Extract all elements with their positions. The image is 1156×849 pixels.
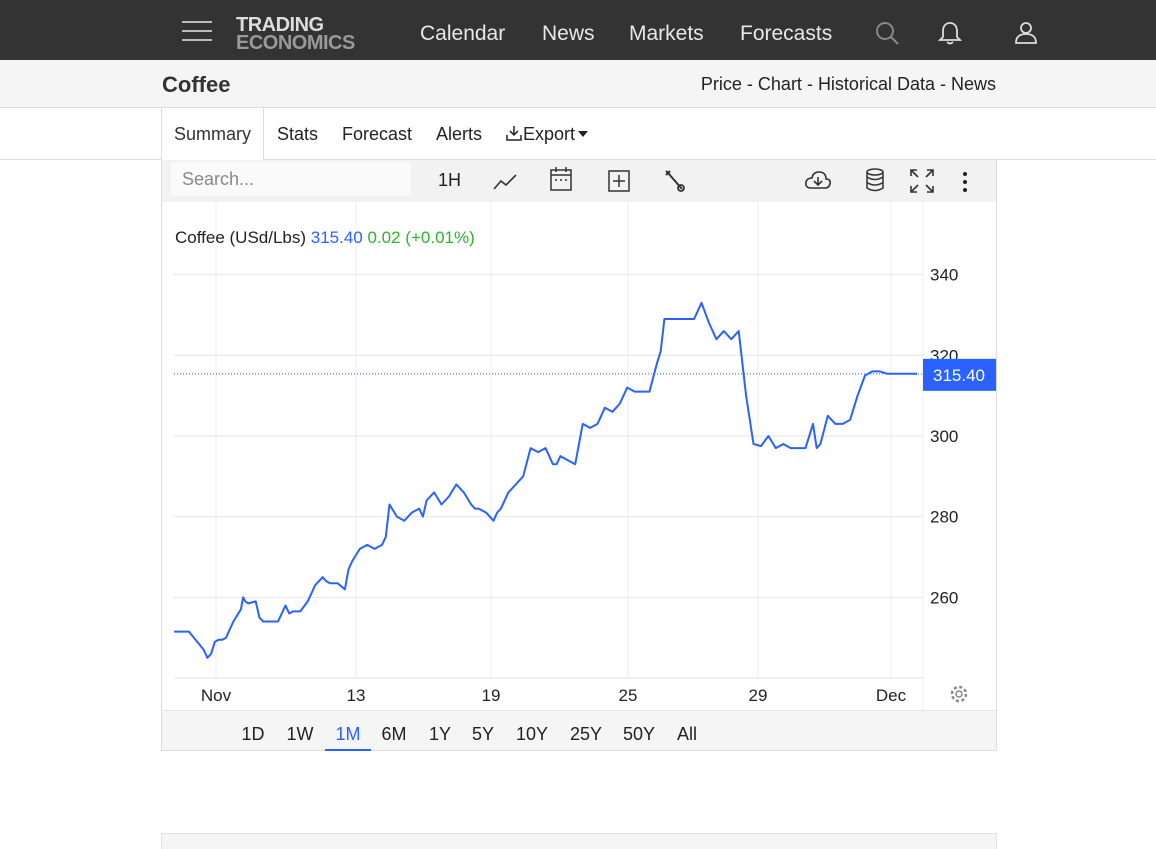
- bell-icon[interactable]: [937, 20, 963, 46]
- export-label: Export: [523, 124, 576, 144]
- site-logo[interactable]: TRADING ECONOMICS: [236, 15, 386, 53]
- chevron-down-icon: [578, 130, 589, 137]
- link-chart[interactable]: Chart: [757, 74, 802, 94]
- range-1m[interactable]: 1M: [325, 711, 371, 751]
- x-tick-label: Dec: [876, 686, 907, 705]
- range-1w[interactable]: 1W: [286, 724, 314, 744]
- fullscreen-icon[interactable]: [909, 165, 935, 197]
- logo-line1: TRADING: [236, 14, 324, 36]
- legend-change: 0.02 (+0.01%): [368, 228, 475, 247]
- nav-calendar[interactable]: Calendar: [420, 22, 506, 45]
- link-news[interactable]: News: [950, 74, 996, 94]
- range-50y[interactable]: 50Y: [622, 724, 656, 744]
- tab-stats[interactable]: Stats: [277, 124, 319, 144]
- y-tick-label: 300: [930, 427, 958, 446]
- x-tick-label: 19: [482, 686, 501, 705]
- tabs-row: Summary Stats Forecast Alerts Export: [0, 108, 1156, 161]
- nav-news[interactable]: News: [542, 22, 595, 45]
- symbol-search-input[interactable]: [171, 162, 411, 196]
- page-title: Coffee: [162, 72, 231, 97]
- interval-selector[interactable]: 1H: [438, 170, 462, 190]
- tab-forecast[interactable]: Forecast: [342, 124, 413, 144]
- legend-symbol: Coffee (USd/Lbs): [175, 228, 311, 247]
- chart-legend: Coffee (USd/Lbs) 315.40 0.02 (+0.01%): [175, 228, 475, 247]
- next-section-box: [161, 833, 997, 849]
- range-1d[interactable]: 1D: [241, 724, 265, 744]
- tab-summary[interactable]: Summary: [161, 108, 264, 161]
- y-tick-label: 280: [930, 508, 958, 527]
- chart-plot-area[interactable]: Coffee (USd/Lbs) 315.40 0.02 (+0.01%) 260…: [162, 202, 996, 710]
- x-tick-label: 25: [619, 686, 638, 705]
- nav-markets[interactable]: Markets: [629, 22, 704, 45]
- range-5y[interactable]: 5Y: [471, 724, 495, 744]
- menu-icon[interactable]: [182, 19, 212, 43]
- separator: -: [806, 74, 813, 94]
- y-tick-label: 260: [930, 588, 958, 607]
- more-vertical-icon[interactable]: [960, 166, 970, 198]
- range-selector-bar: 1D 1W 1M 6M 1Y 5Y 10Y 25Y 50Y All: [162, 710, 996, 751]
- database-icon[interactable]: [864, 164, 886, 196]
- add-indicator-icon[interactable]: [607, 165, 631, 197]
- range-10y[interactable]: 10Y: [515, 724, 549, 744]
- price-series-line: [174, 301, 917, 659]
- search-icon[interactable]: [874, 20, 900, 46]
- y-tick-label: 340: [930, 266, 958, 285]
- page-subheader: Coffee Price - Chart - Historical Data - News: [0, 60, 1156, 108]
- last-price-label: 315.40: [933, 366, 985, 385]
- wrench-icon[interactable]: [662, 165, 686, 197]
- cloud-download-icon[interactable]: [804, 165, 832, 197]
- range-1y[interactable]: 1Y: [428, 724, 452, 744]
- chart-type-icon[interactable]: [492, 166, 518, 198]
- calendar-icon[interactable]: [549, 163, 573, 195]
- x-tick-label: 29: [749, 686, 768, 705]
- link-historical-data[interactable]: Historical Data: [817, 74, 935, 94]
- download-icon: [506, 126, 522, 141]
- range-all[interactable]: All: [676, 724, 697, 744]
- user-icon[interactable]: [1013, 20, 1039, 46]
- link-price[interactable]: Price: [700, 74, 742, 94]
- x-tick-label: 13: [347, 686, 366, 705]
- range-6m[interactable]: 6M: [381, 724, 407, 744]
- breadcrumb-links: Price - Chart - Historical Data - News: [701, 74, 996, 95]
- nav-forecasts[interactable]: Forecasts: [740, 22, 833, 45]
- chart-toolbar: 1H: [162, 160, 996, 202]
- x-tick-label: Nov: [201, 686, 232, 705]
- last-price-badge: [923, 358, 996, 391]
- chart-panel: 1H: [161, 160, 997, 751]
- logo-line2: ECONOMICS: [236, 32, 355, 54]
- separator: -: [939, 74, 946, 94]
- legend-last-value: 315.40: [311, 228, 368, 247]
- chart-settings-icon[interactable]: [950, 685, 968, 703]
- range-25y[interactable]: 25Y: [569, 724, 603, 744]
- tab-export[interactable]: Export: [505, 108, 589, 160]
- separator: -: [746, 74, 753, 94]
- top-navbar: TRADING ECONOMICS Calendar News Markets …: [0, 0, 1156, 60]
- tab-alerts[interactable]: Alerts: [436, 124, 483, 144]
- price-chart[interactable]: Coffee (USd/Lbs) 315.40 0.02 (+0.01%) 260…: [162, 202, 996, 710]
